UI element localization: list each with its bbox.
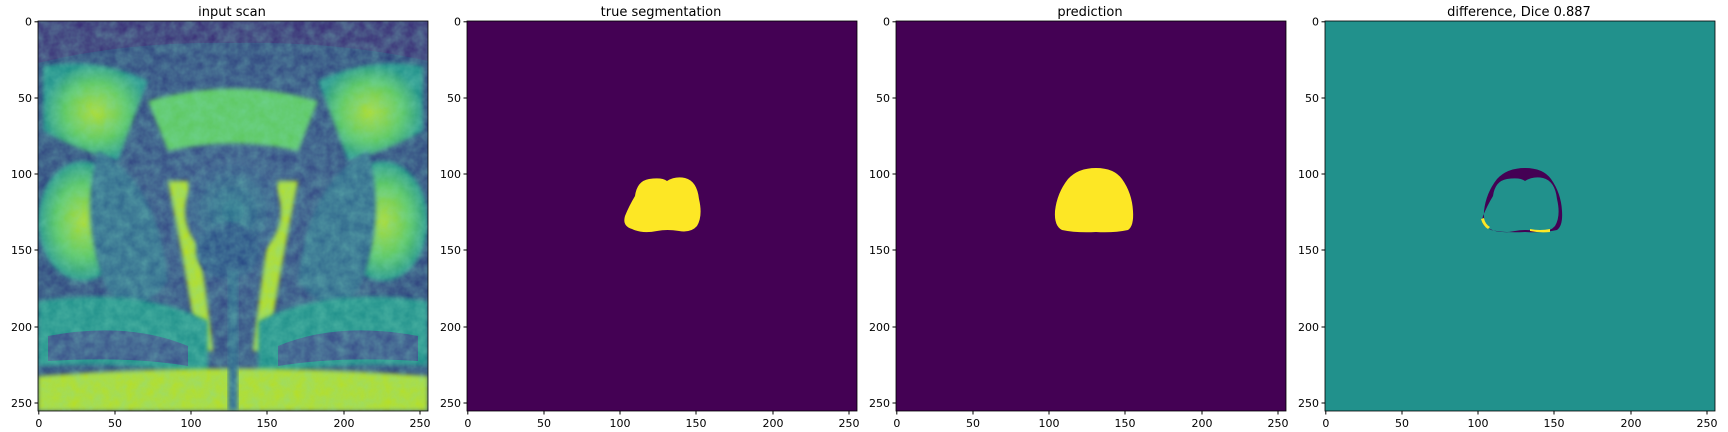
panel-true-segmentation: true segmentation 0 50 100 150 200 250 <box>440 5 860 430</box>
x-tick-label: 0 <box>35 417 42 430</box>
y-axis: 0 50 100 150 200 250 <box>11 16 38 410</box>
x-tick-label: 50 <box>966 417 980 430</box>
x-tick-label: 50 <box>1395 417 1409 430</box>
image-area <box>37 20 429 412</box>
y-tick-label: 50 <box>876 92 890 105</box>
prediction-mask-shape <box>1054 168 1134 233</box>
x-axis: 0 50 100 150 200 250 <box>35 411 431 430</box>
y-tick-label: 200 <box>11 321 32 334</box>
x-tick-label: 200 <box>763 417 784 430</box>
x-tick-label: 100 <box>1039 417 1060 430</box>
x-tick-label: 250 <box>839 417 860 430</box>
y-axis: 0 50 100 150 200 250 <box>440 16 467 410</box>
y-tick-label: 50 <box>447 92 461 105</box>
x-tick-label: 0 <box>1322 417 1329 430</box>
x-tick-label: 150 <box>1544 417 1565 430</box>
x-tick-label: 150 <box>1115 417 1136 430</box>
x-tick-label: 100 <box>610 417 631 430</box>
panel-title: prediction <box>1057 5 1122 20</box>
y-tick-label: 250 <box>1298 397 1319 410</box>
x-tick-label: 250 <box>410 417 431 430</box>
x-tick-label: 100 <box>1468 417 1489 430</box>
x-tick-label: 0 <box>464 417 471 430</box>
panel-prediction: prediction 0 50 100 150 200 250 <box>869 5 1289 430</box>
y-tick-label: 250 <box>11 397 32 410</box>
panel-title: true segmentation <box>601 5 722 20</box>
image-area <box>466 20 858 412</box>
y-tick-label: 0 <box>25 16 32 29</box>
y-tick-label: 0 <box>1312 16 1319 29</box>
image-area <box>895 20 1287 412</box>
x-tick-label: 250 <box>1268 417 1289 430</box>
x-tick-label: 100 <box>181 417 202 430</box>
x-tick-label: 250 <box>1697 417 1718 430</box>
y-tick-label: 200 <box>440 321 461 334</box>
panel-title: input scan <box>198 5 266 20</box>
y-tick-label: 0 <box>883 16 890 29</box>
image-area <box>1324 20 1716 412</box>
y-tick-label: 200 <box>1298 321 1319 334</box>
y-tick-label: 50 <box>18 92 32 105</box>
y-tick-label: 100 <box>869 168 890 181</box>
x-tick-label: 150 <box>686 417 707 430</box>
panel-input-scan: input scan <box>11 5 431 430</box>
y-tick-label: 150 <box>440 244 461 257</box>
y-tick-label: 50 <box>1305 92 1319 105</box>
x-axis: 0 50 100 150 200 250 <box>893 411 1289 430</box>
y-tick-label: 250 <box>440 397 461 410</box>
y-tick-label: 150 <box>11 244 32 257</box>
true-mask-shape <box>624 177 701 233</box>
x-tick-label: 200 <box>334 417 355 430</box>
x-tick-label: 50 <box>537 417 551 430</box>
x-tick-label: 150 <box>257 417 278 430</box>
x-tick-label: 200 <box>1621 417 1642 430</box>
difference-bright-bottom <box>1530 229 1550 233</box>
x-axis: 0 50 100 150 200 250 <box>464 411 860 430</box>
y-tick-label: 150 <box>869 244 890 257</box>
x-axis: 0 50 100 150 200 250 <box>1322 411 1718 430</box>
y-tick-label: 100 <box>440 168 461 181</box>
panel-difference: difference, Dice 0.887 0 50 100 150 200 … <box>1298 5 1718 430</box>
y-tick-label: 150 <box>1298 244 1319 257</box>
y-axis: 0 50 100 150 200 250 <box>1298 16 1325 410</box>
y-tick-label: 0 <box>454 16 461 29</box>
panel-title: difference, Dice 0.887 <box>1447 5 1591 20</box>
y-tick-label: 100 <box>1298 168 1319 181</box>
x-tick-label: 200 <box>1192 417 1213 430</box>
x-tick-label: 50 <box>108 417 122 430</box>
x-tick-label: 0 <box>893 417 900 430</box>
y-tick-label: 250 <box>869 397 890 410</box>
y-axis: 0 50 100 150 200 250 <box>869 16 896 410</box>
y-tick-label: 100 <box>11 168 32 181</box>
difference-bright-left <box>1481 218 1490 229</box>
y-tick-label: 200 <box>869 321 890 334</box>
